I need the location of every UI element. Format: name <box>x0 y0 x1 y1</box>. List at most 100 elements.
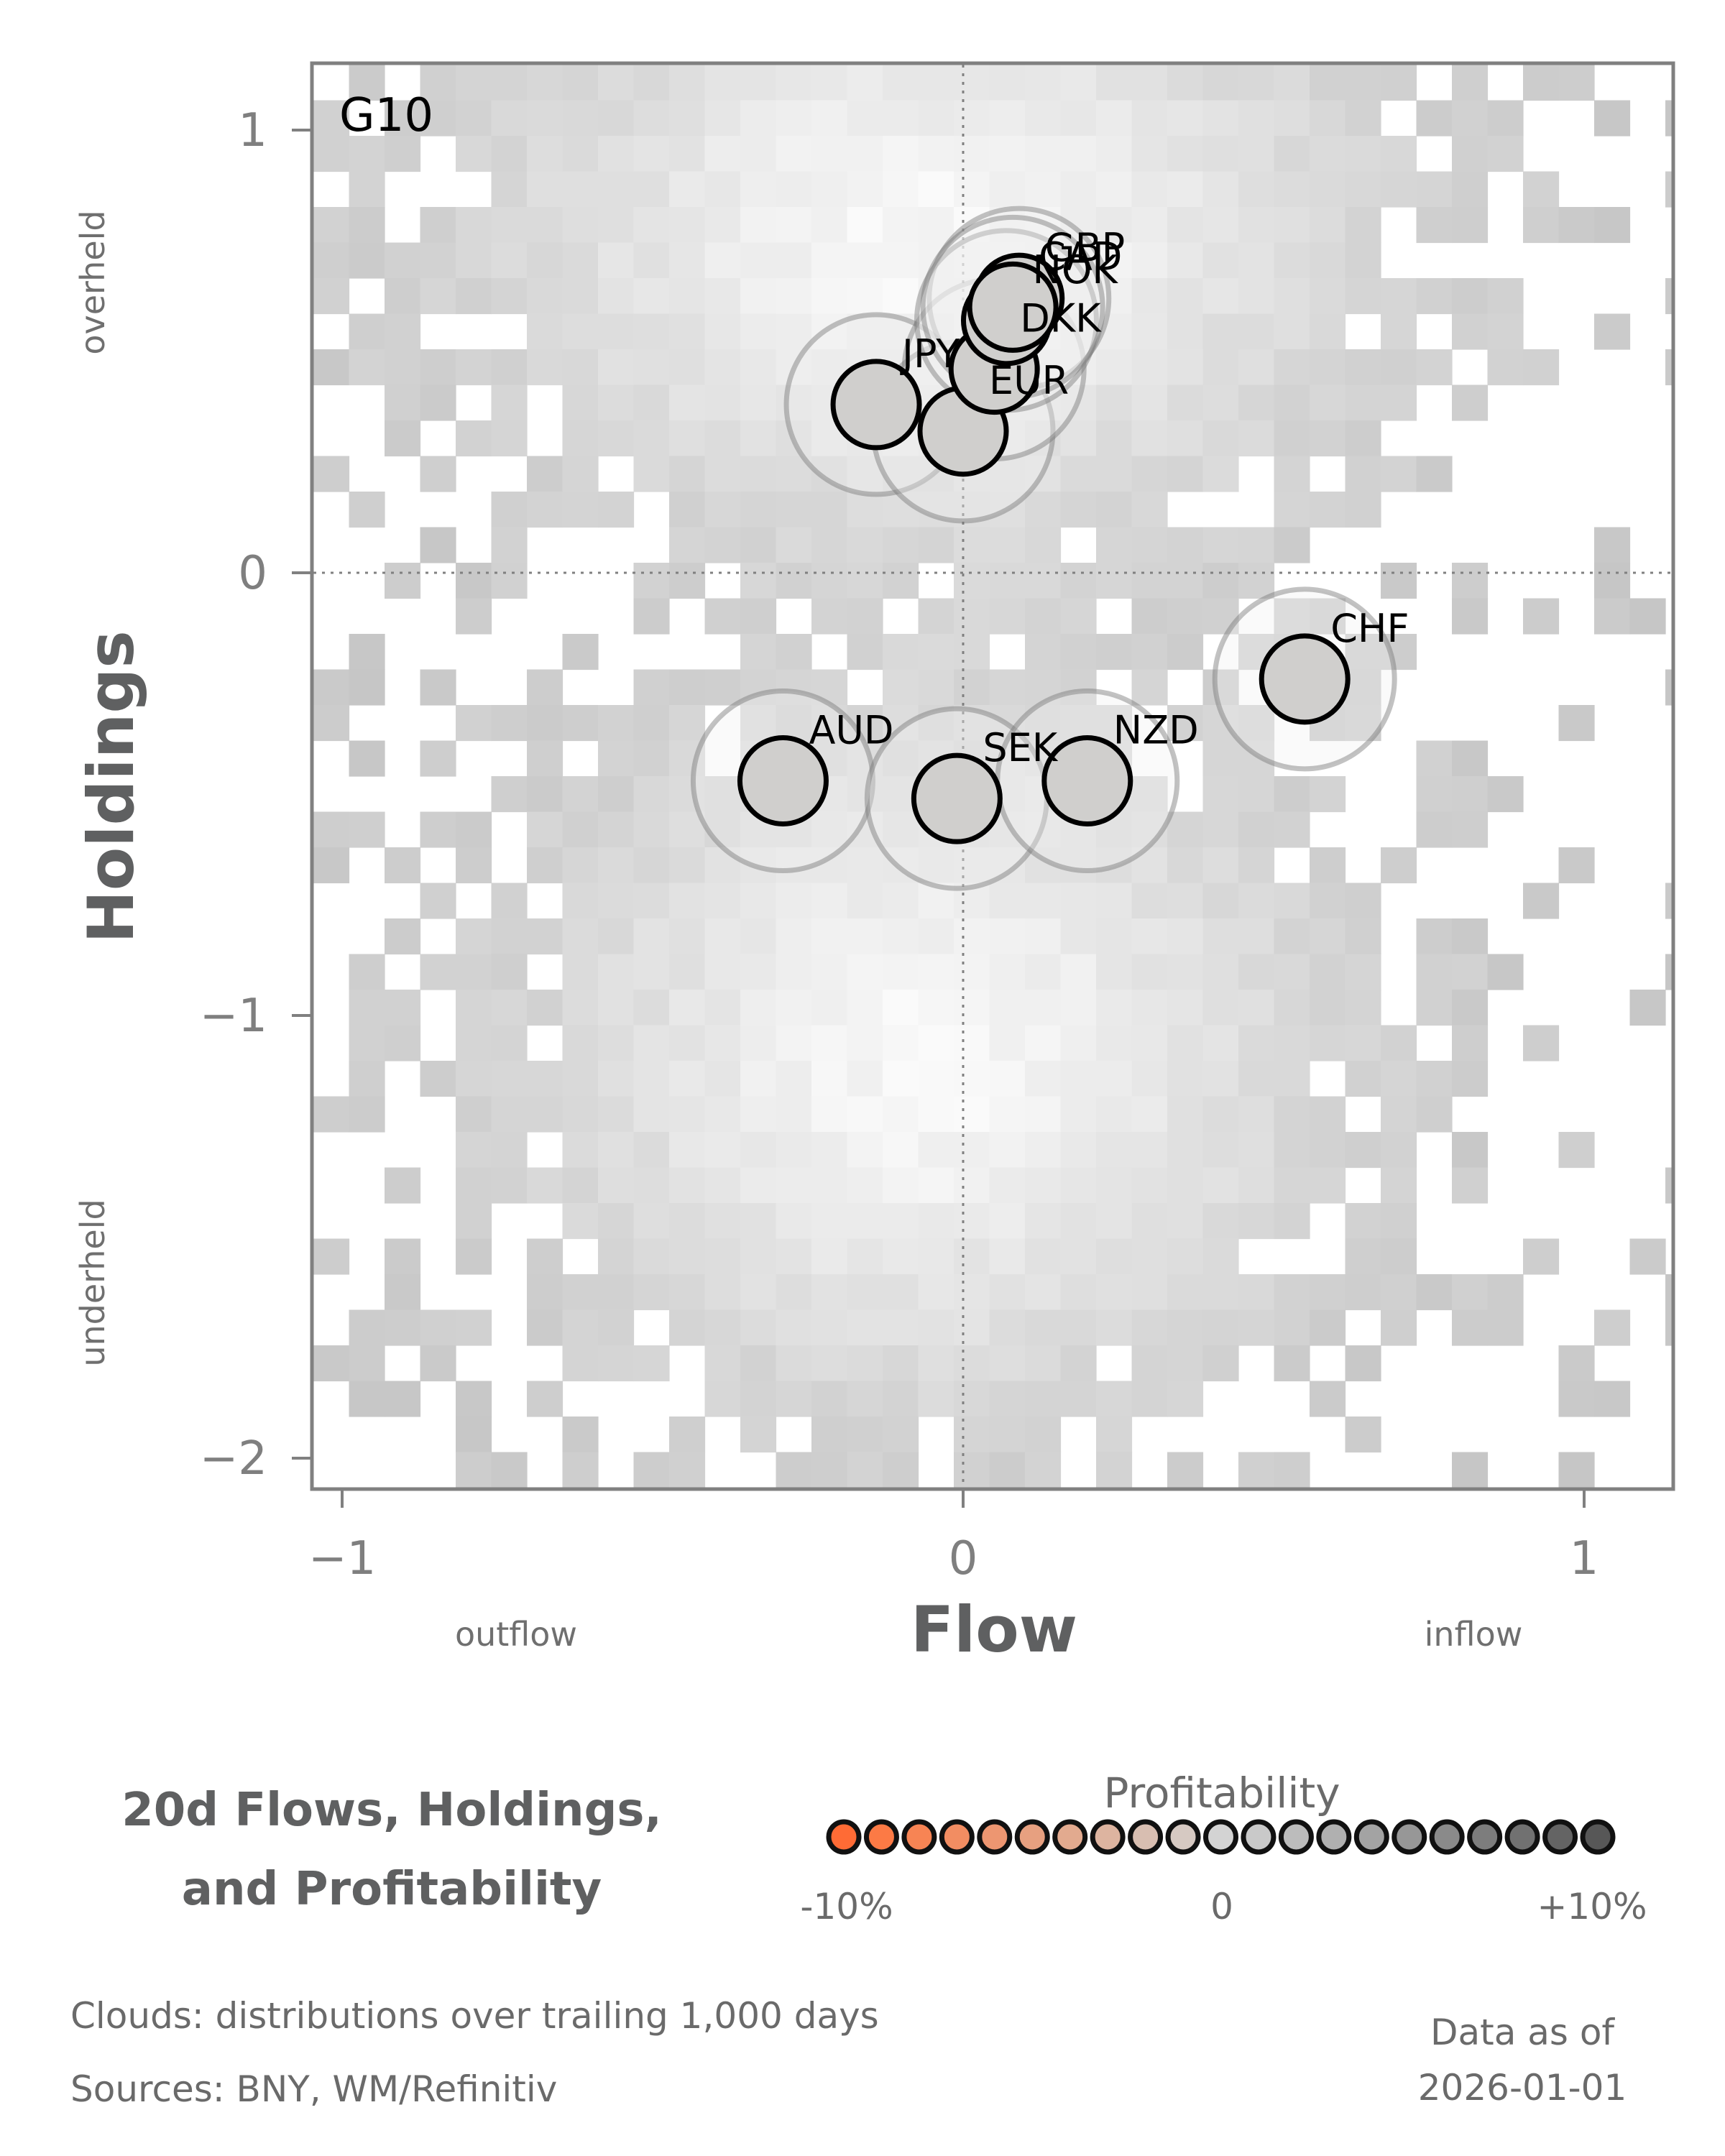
cloud-cell <box>883 1238 919 1275</box>
cloud-cell <box>527 1381 564 1417</box>
cloud-cell <box>1167 100 1204 137</box>
cloud-cell <box>1096 242 1133 279</box>
cloud-cell <box>989 883 1026 919</box>
cloud-cell <box>740 207 777 244</box>
cloud-cell <box>1416 740 1453 777</box>
cloud-cell <box>1274 954 1310 990</box>
cloud-cell <box>1452 100 1489 137</box>
cloud-cell <box>847 1025 883 1061</box>
cloud-cell <box>918 669 954 706</box>
legend-dot <box>977 1819 1013 1855</box>
cloud-cell <box>598 313 635 350</box>
cloud-cell <box>1274 776 1310 813</box>
cloud-cell <box>420 242 456 279</box>
cloud-cell <box>491 1167 528 1204</box>
cloud-cell <box>811 527 848 563</box>
marker-aud[interactable] <box>737 735 829 827</box>
cloud-cell <box>1167 527 1204 563</box>
marker-cad[interactable] <box>967 261 1059 353</box>
cloud-cell <box>776 100 812 137</box>
cloud-cell <box>1060 1345 1097 1382</box>
cloud-cell <box>313 1096 350 1133</box>
cloud-cell <box>1310 420 1346 457</box>
y-tick-label: −2 <box>200 1432 267 1485</box>
cloud-cell <box>385 349 421 386</box>
cloud-cell <box>1345 242 1381 279</box>
cloud-cell <box>669 456 706 492</box>
cloud-cell <box>740 456 777 492</box>
cloud-cell <box>1416 349 1453 386</box>
cloud-cell <box>313 1238 350 1275</box>
cloud-cell <box>740 527 777 563</box>
cloud-cell <box>918 990 954 1026</box>
legend-max-label: +10% <box>1537 1886 1647 1927</box>
cloud-cell <box>883 171 919 208</box>
cloud-cell <box>1238 278 1275 315</box>
cloud-cell <box>1025 1416 1062 1453</box>
cloud-cell <box>1416 918 1453 955</box>
cloud-cell <box>1381 1238 1417 1275</box>
cloud-cell <box>385 278 421 315</box>
cloud-cell <box>527 1238 564 1275</box>
legend-dot <box>1128 1819 1164 1855</box>
marker-sek[interactable] <box>911 752 1003 844</box>
cloud-cell <box>1452 1132 1489 1169</box>
cloud-cell <box>740 1096 777 1133</box>
cloud-cell <box>954 1416 990 1453</box>
cloud-cell <box>776 1167 812 1204</box>
marker-nzd[interactable] <box>1041 735 1133 827</box>
cloud-cell <box>1310 242 1346 279</box>
cloud-cell <box>740 918 777 955</box>
cloud-cell <box>811 1061 848 1097</box>
cloud-cell <box>1274 349 1310 386</box>
cloud-cell <box>776 420 812 457</box>
cloud-cell <box>847 65 883 101</box>
cloud-cell <box>562 100 599 137</box>
cloud-cell <box>1487 136 1524 172</box>
x-axis-title: Flow <box>911 1593 1077 1667</box>
cloud-cell <box>883 1025 919 1061</box>
cloud-cell <box>954 1345 990 1382</box>
cloud-cell <box>1167 242 1204 279</box>
cloud-cell <box>704 278 741 315</box>
cloud-cell <box>562 847 599 884</box>
cloud-cell <box>598 242 635 279</box>
cloud-cell <box>420 1309 456 1346</box>
cloud-cell <box>456 1309 492 1346</box>
cloud-cell <box>847 990 883 1026</box>
cloud-cell <box>1345 1203 1381 1240</box>
cloud-cell <box>1381 1203 1417 1240</box>
cloud-cell <box>1345 1025 1381 1061</box>
cloud-cell <box>669 883 706 919</box>
cloud-cell <box>740 1167 777 1204</box>
cloud-cell <box>776 918 812 955</box>
y-tick-label: 0 <box>238 547 267 600</box>
cloud-cell <box>1594 207 1631 244</box>
cloud-cell <box>491 883 528 919</box>
marker-jpy[interactable] <box>830 359 922 451</box>
cloud-cell <box>1310 136 1346 172</box>
cloud-cell <box>349 1309 385 1346</box>
cloud-cell <box>633 776 670 813</box>
cloud-cell <box>918 313 954 350</box>
cloud-cell <box>633 100 670 137</box>
marker-chf[interactable] <box>1259 633 1351 725</box>
cloud-cell <box>1523 1025 1560 1061</box>
cloud-cell <box>349 1345 385 1382</box>
cloud-cell <box>1238 349 1275 386</box>
cloud-cell <box>562 1203 599 1240</box>
cloud-cell <box>349 669 385 706</box>
cloud-cell <box>598 1025 635 1061</box>
cloud-cell <box>776 313 812 350</box>
cloud-cell <box>1025 1132 1062 1169</box>
cloud-cell <box>847 1274 883 1311</box>
cloud-cell <box>954 990 990 1026</box>
cloud-cell <box>1167 918 1204 955</box>
cloud-cell <box>1238 420 1275 457</box>
cloud-cell <box>1310 918 1346 955</box>
cloud-cell <box>349 1096 385 1133</box>
cloud-cell <box>1131 136 1168 172</box>
cloud-cell <box>598 278 635 315</box>
cloud-cell <box>847 847 883 884</box>
cloud-cell <box>491 384 528 421</box>
